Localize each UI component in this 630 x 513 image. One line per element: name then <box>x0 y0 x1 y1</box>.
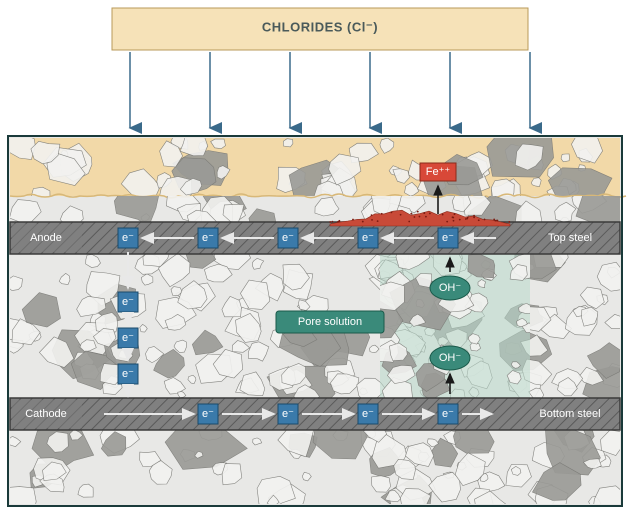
electron-label: e⁻ <box>202 232 214 244</box>
electron-label: e⁻ <box>362 408 374 420</box>
bottom-label-right: Bottom steel <box>539 408 600 420</box>
electron-label: e⁻ <box>362 232 374 244</box>
electron-label: e⁻ <box>122 368 134 380</box>
oh-label: OH⁻ <box>439 352 462 364</box>
top-label-left: Anode <box>30 232 62 244</box>
fe-label: Fe⁺⁺ <box>426 166 451 178</box>
electron-label: e⁻ <box>442 408 454 420</box>
top-label-right: Top steel <box>548 232 592 244</box>
electron-label: e⁻ <box>122 296 134 308</box>
electron-label: e⁻ <box>202 408 214 420</box>
electron-label: e⁻ <box>122 332 134 344</box>
bottom-label-left: Cathode <box>25 408 67 420</box>
pore-label: Pore solution <box>298 316 362 328</box>
electron-label: e⁻ <box>282 408 294 420</box>
oh-label: OH⁻ <box>439 282 462 294</box>
electron-label: e⁻ <box>442 232 454 244</box>
electron-label: e⁻ <box>122 232 134 244</box>
electron-label: e⁻ <box>282 232 294 244</box>
corrosion-diagram: CHLORIDES (Cl⁻) Anode Top steel Cathode Bott… <box>0 0 630 513</box>
title-text: CHLORIDES (Cl⁻) <box>262 19 378 34</box>
